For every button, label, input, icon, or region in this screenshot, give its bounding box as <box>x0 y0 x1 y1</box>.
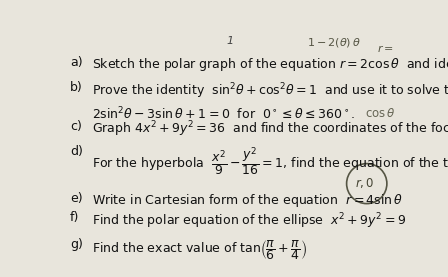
Text: d): d) <box>70 145 83 158</box>
Text: $1 - 2(\theta)\,\theta$: $1 - 2(\theta)\,\theta$ <box>307 37 361 49</box>
Text: b): b) <box>70 81 82 94</box>
Text: Find the polar equation of the ellipse  $x^2 + 9y^2 = 9$: Find the polar equation of the ellipse $… <box>92 211 406 231</box>
Text: $2\sin^2\!\theta - 3\sin\theta + 1 = 0$  for  $0^\circ \leq \theta \leq 360^\cir: $2\sin^2\!\theta - 3\sin\theta + 1 = 0$ … <box>92 106 356 122</box>
Text: $r, 0$: $r, 0$ <box>355 176 375 189</box>
Text: e): e) <box>70 192 82 205</box>
Text: Write in Cartesian form of the equation  $r = 4\sin\theta$: Write in Cartesian form of the equation … <box>92 192 404 209</box>
Text: a): a) <box>70 56 82 69</box>
Text: Find the exact value of $\tan\!\left(\dfrac{\pi}{6} + \dfrac{\pi}{4}\right)$: Find the exact value of $\tan\!\left(\df… <box>92 238 308 262</box>
Text: f): f) <box>70 211 79 224</box>
Text: Prove the identity  $\sin^2\!\theta + \cos^2\!\theta = 1$  and use it to solve t: Prove the identity $\sin^2\!\theta + \co… <box>92 81 448 101</box>
Text: $r =$: $r =$ <box>377 43 394 54</box>
Text: For the hyperbola  $\dfrac{x^2}{9} - \dfrac{y^2}{16} = 1$, find the equation of : For the hyperbola $\dfrac{x^2}{9} - \dfr… <box>92 145 448 178</box>
Text: $\cos\theta$: $\cos\theta$ <box>365 107 396 120</box>
Text: c): c) <box>70 120 82 133</box>
Text: g): g) <box>70 238 83 251</box>
Text: 1: 1 <box>226 37 233 47</box>
Text: Graph $4x^2 + 9y^2 = 36$  and find the coordinates of the foci: Graph $4x^2 + 9y^2 = 36$ and find the co… <box>92 120 448 139</box>
Text: Sketch the polar graph of the equation $r = 2\cos\theta$  and identify the curve: Sketch the polar graph of the equation $… <box>92 56 448 73</box>
